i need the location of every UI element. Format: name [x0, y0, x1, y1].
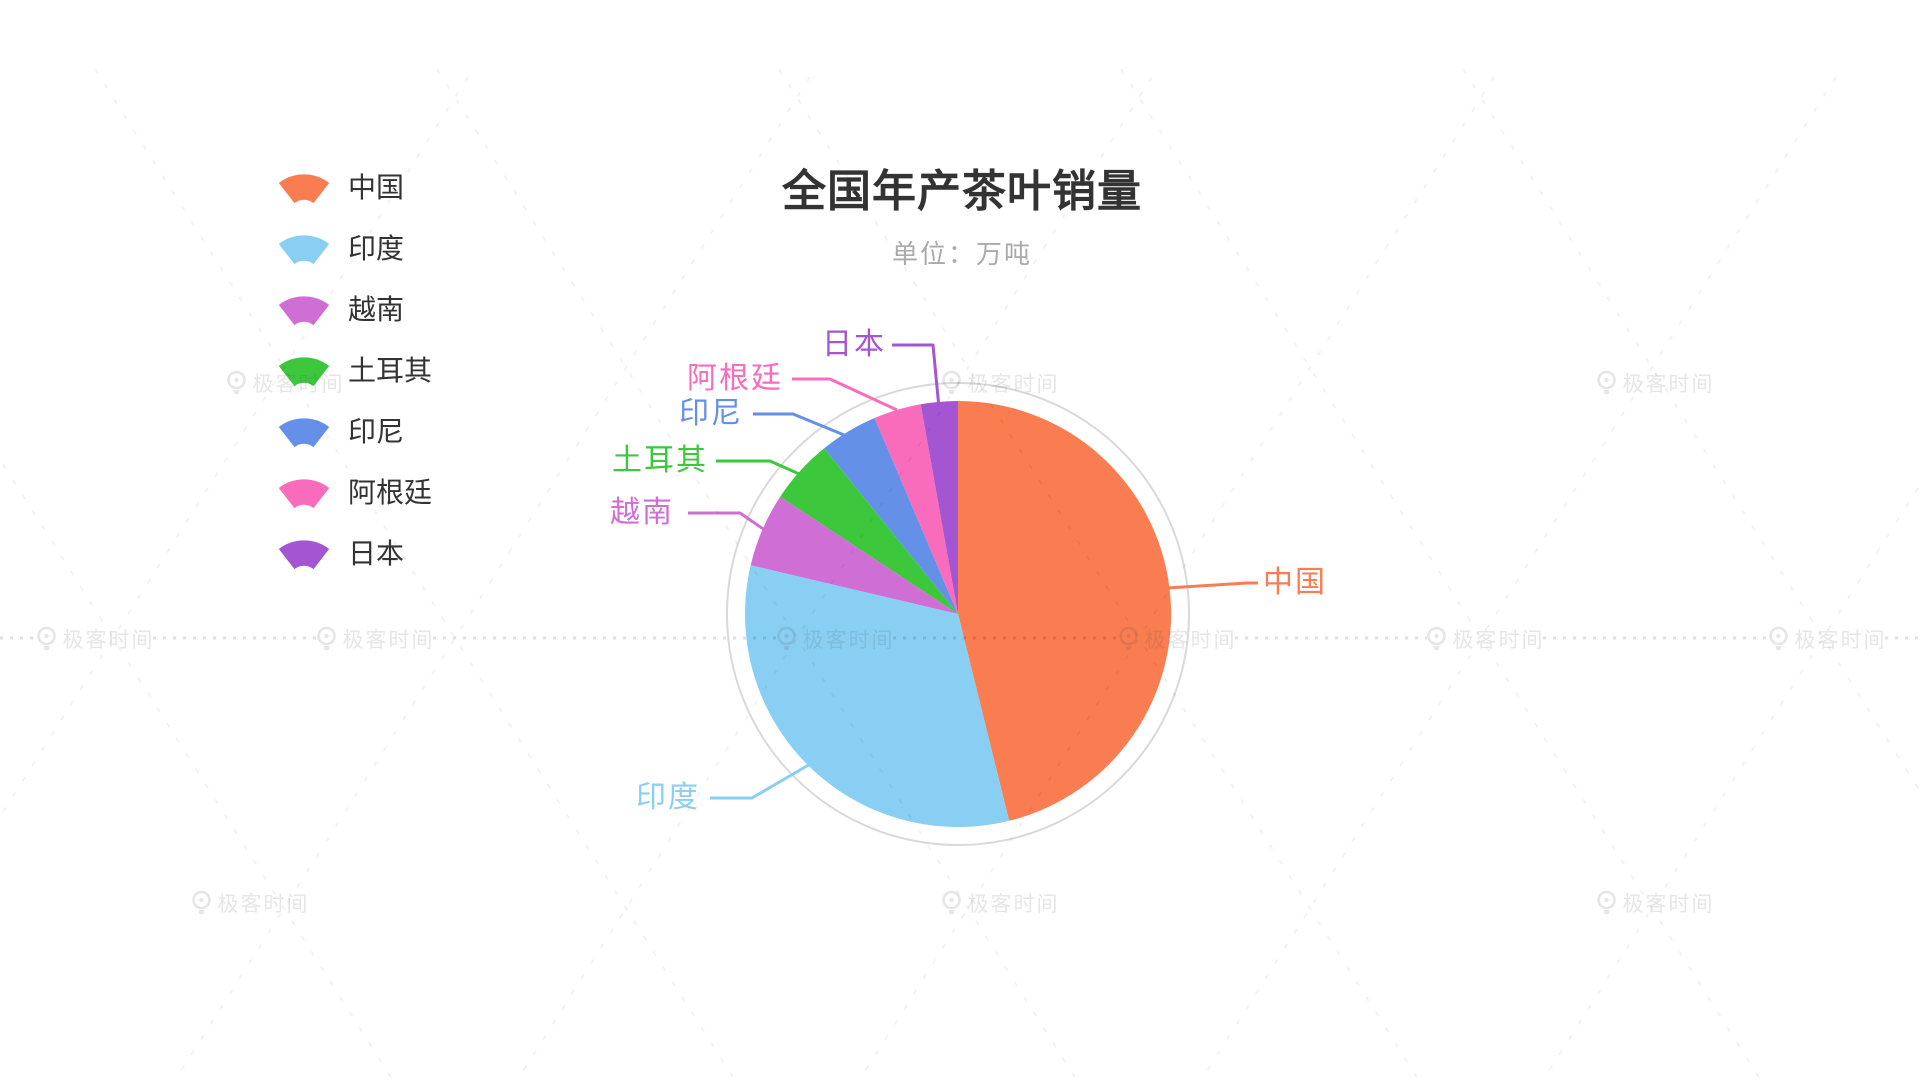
legend-item-中国[interactable]: 中国 — [275, 168, 432, 208]
legend-label: 土耳其 — [348, 355, 433, 386]
pie-label-土耳其: 土耳其 — [612, 444, 708, 477]
legend-item-印尼[interactable]: 印尼 — [275, 412, 432, 452]
chart-subtitle: 单位：万吨 — [891, 239, 1032, 269]
pie-slice-中国[interactable] — [958, 401, 1172, 821]
pie-slice-阿根廷[interactable] — [874, 404, 958, 614]
outer-ring — [726, 382, 1190, 846]
chart-title: 全国年产茶叶销量 — [782, 167, 1142, 216]
legend-fan-icon — [278, 540, 330, 570]
pie-label-line-阿根廷 — [792, 377, 898, 412]
legend-item-日本[interactable]: 日本 — [275, 534, 432, 574]
pie-label-印尼: 印尼 — [679, 397, 743, 430]
legend-item-越南[interactable]: 越南 — [275, 290, 432, 330]
legend-fan-icon — [278, 174, 330, 204]
pie-slice-越南[interactable] — [750, 496, 958, 614]
legend-fan-icon — [278, 235, 330, 265]
pie-label-line-印度 — [710, 761, 813, 800]
pie-label-line-越南 — [688, 511, 773, 537]
legend-item-土耳其[interactable]: 土耳其 — [275, 351, 432, 391]
legend: 中国印度越南土耳其印尼阿根廷日本 — [275, 168, 432, 574]
pie-label-line-土耳其 — [716, 459, 807, 479]
pie-label-line-印尼 — [753, 412, 850, 439]
pie-label-中国: 中国 — [1263, 566, 1327, 599]
legend-label: 印度 — [348, 233, 405, 264]
pie-label-line-中国 — [1166, 581, 1258, 590]
pie-label-越南: 越南 — [610, 496, 674, 529]
legend-label: 阿根廷 — [348, 477, 433, 508]
pie-label-印度: 印度 — [636, 781, 700, 814]
title-block: 全国年产茶叶销量 单位：万吨 — [512, 166, 1412, 271]
legend-item-印度[interactable]: 印度 — [275, 229, 432, 269]
pie-label-阿根廷: 阿根廷 — [687, 362, 783, 395]
legend-item-阿根廷[interactable]: 阿根廷 — [275, 473, 432, 513]
pie-label-line-日本 — [892, 343, 941, 409]
legend-label: 日本 — [348, 538, 405, 569]
legend-fan-icon — [278, 296, 330, 326]
legend-fan-icon — [278, 418, 330, 448]
pie-label-日本: 日本 — [822, 328, 886, 361]
legend-label: 越南 — [348, 294, 405, 325]
pie-slice-日本[interactable] — [920, 401, 958, 614]
legend-label: 中国 — [348, 172, 405, 203]
pie-slice-印尼[interactable] — [824, 418, 958, 614]
pie-slice-印度[interactable] — [745, 565, 1010, 828]
pie-slice-土耳其[interactable] — [780, 448, 958, 614]
legend-label: 印尼 — [348, 416, 405, 447]
legend-fan-icon — [278, 479, 330, 509]
legend-fan-icon — [278, 357, 330, 387]
